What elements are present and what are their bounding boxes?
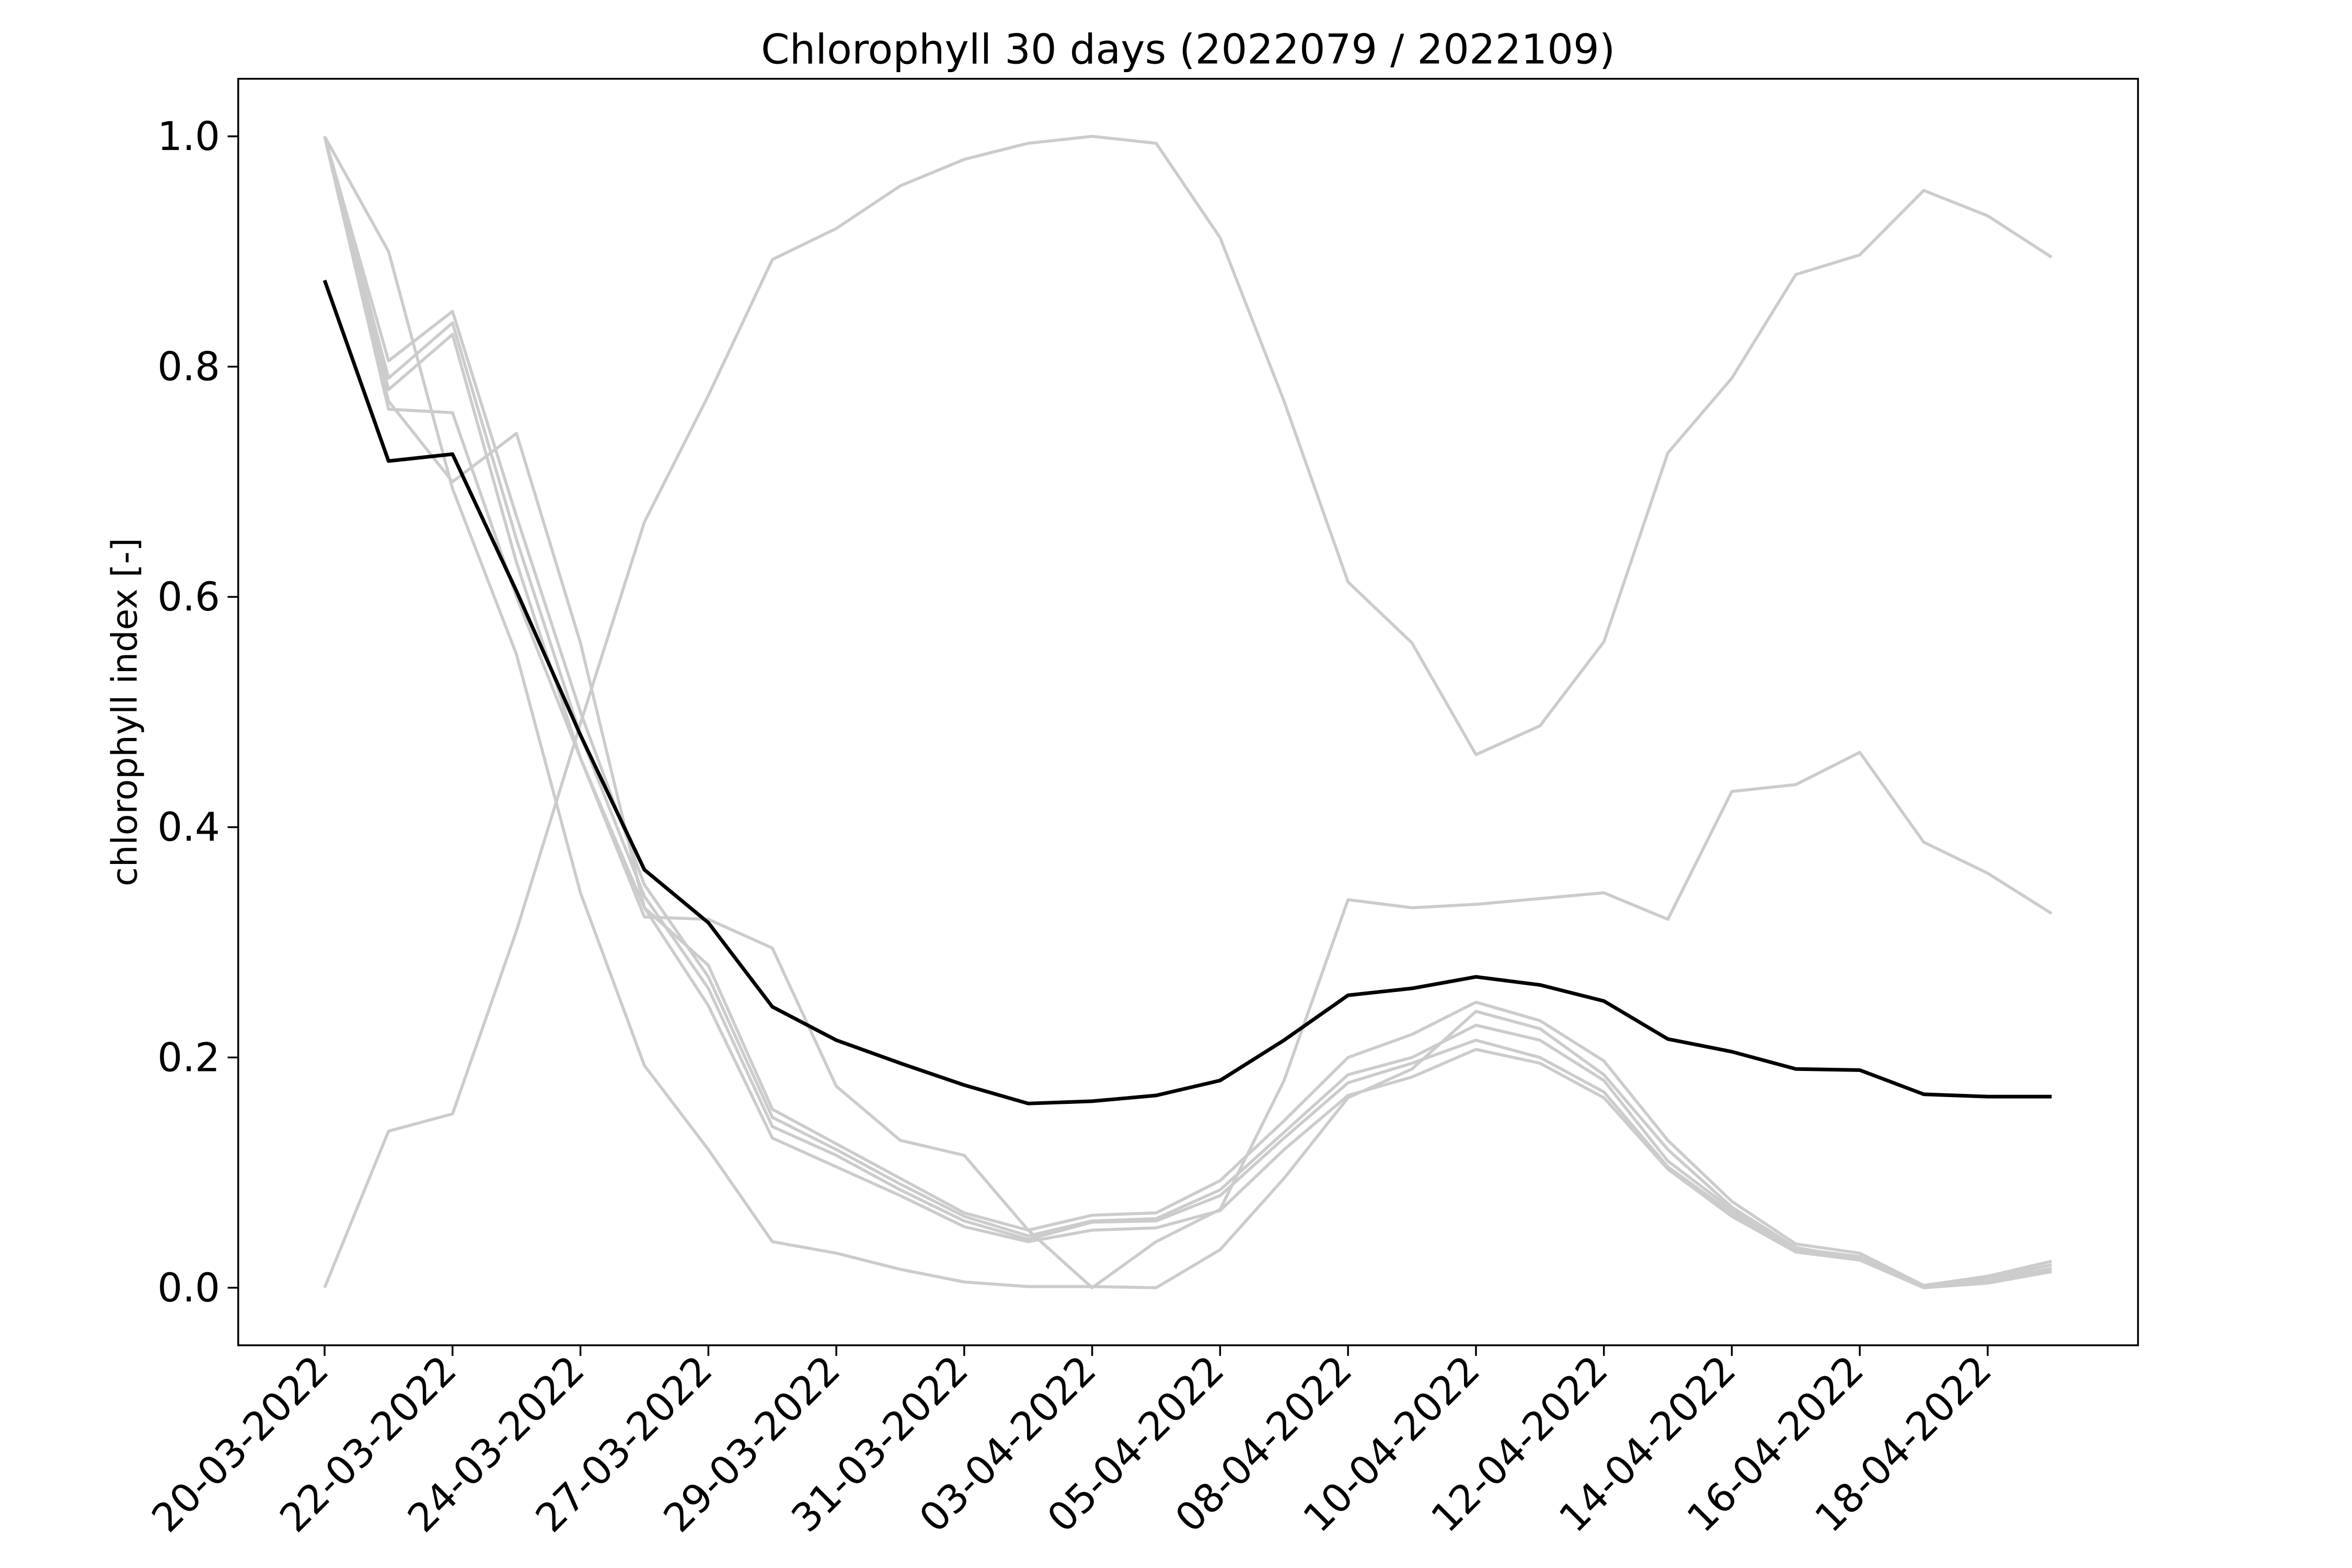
series-line <box>323 136 2052 1289</box>
y-tick-label: 0.2 <box>157 1034 220 1080</box>
y-tick-label: 1.0 <box>157 113 220 159</box>
y-tick-label: 0.0 <box>157 1265 220 1311</box>
series-line <box>322 280 2052 1105</box>
series-line <box>323 136 2052 1289</box>
y-tick-label: 0.6 <box>157 574 220 620</box>
y-tick-label: 0.4 <box>157 804 220 850</box>
plot-frame <box>237 77 2139 1346</box>
y-axis-label: chlorophyll index [-] <box>105 538 145 886</box>
y-tick-label: 0.8 <box>157 344 220 390</box>
series-line <box>323 136 2053 1289</box>
series-line <box>323 136 2053 1287</box>
chart-title: Chlorophyll 30 days (2022079 / 2022109) <box>761 26 1615 74</box>
series-line <box>323 134 2053 1288</box>
